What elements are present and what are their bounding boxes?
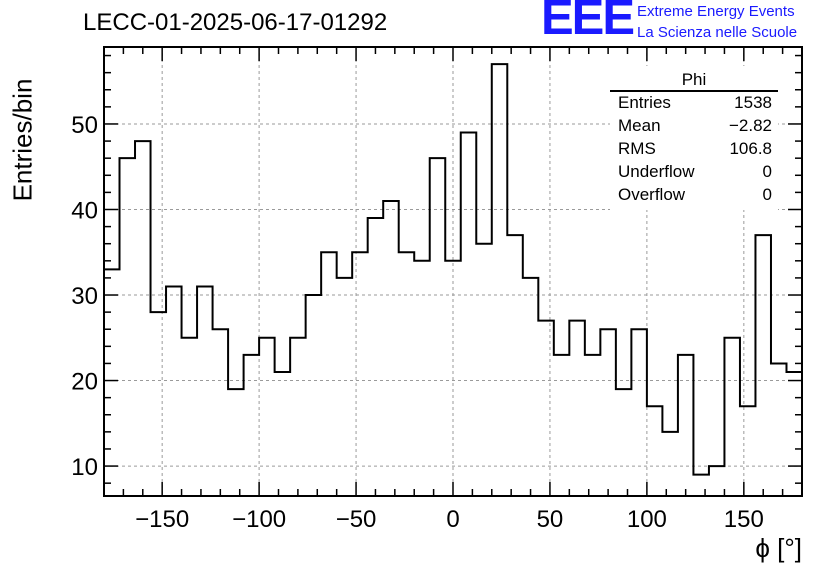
- stats-label: Entries: [618, 93, 671, 112]
- histogram-bin: [414, 261, 430, 496]
- stats-row-underflow: Underflow 0: [618, 162, 772, 185]
- y-tick-label: 50: [71, 112, 98, 139]
- histogram-bin: [740, 406, 756, 496]
- histogram-bin: [306, 295, 322, 496]
- histogram-bin: [321, 252, 337, 496]
- histogram-bin: [399, 252, 415, 496]
- stats-row-mean: Mean −2.82: [618, 116, 772, 139]
- stats-value: 106.8: [729, 139, 772, 158]
- y-tick-label: 20: [71, 369, 98, 396]
- histogram-line: [103, 63, 803, 496]
- histogram-bin: [259, 338, 275, 496]
- y-axis-label-container: Entries/bin: [5, 79, 41, 202]
- x-axis-label: ϕ [°]: [755, 533, 802, 563]
- histogram-bin: [554, 355, 570, 496]
- histogram-bin: [197, 286, 213, 496]
- y-tick-label: 10: [71, 454, 98, 481]
- histogram-bin: [693, 475, 709, 496]
- histogram-bin: [724, 338, 740, 496]
- stats-row-rms: RMS 106.8: [618, 139, 772, 162]
- histogram-bin: [631, 329, 647, 496]
- histogram-bin: [709, 466, 725, 496]
- histogram-bin: [228, 389, 244, 496]
- histogram-bin: [120, 158, 136, 496]
- histogram-bin: [600, 329, 616, 496]
- logo-subtitle-1: Extreme Energy Events: [637, 3, 795, 20]
- histogram-bin: [337, 278, 353, 496]
- stats-label: Overflow: [618, 185, 686, 204]
- histogram-bin: [166, 286, 182, 496]
- chart-title: LECC-01-2025-06-17-01292: [83, 9, 388, 36]
- x-tick-label: −100: [232, 506, 286, 533]
- histogram-bin: [523, 278, 539, 496]
- histogram-bin: [368, 218, 384, 496]
- stats-value: −2.82: [728, 116, 772, 135]
- stats-label: Mean: [618, 116, 661, 135]
- histogram-bin: [678, 355, 694, 496]
- x-tick-label: 150: [724, 506, 764, 533]
- histogram-bin: [507, 235, 523, 496]
- histogram-bin: [104, 269, 120, 496]
- histogram-bin: [662, 432, 678, 496]
- x-tick-label: 50: [537, 506, 564, 533]
- x-tick-label: 0: [446, 506, 459, 533]
- stats-row-entries: Entries 1538: [618, 93, 772, 116]
- histogram-bin: [151, 312, 167, 496]
- x-tick-label: 100: [627, 506, 667, 533]
- histogram-bin: [182, 338, 198, 496]
- histogram-bin: [569, 321, 585, 496]
- histogram-bin: [538, 321, 554, 496]
- histogram-bin: [771, 363, 787, 496]
- histogram-bin: [290, 338, 306, 496]
- logo-subtitle-2: La Scienza nelle Scuole: [637, 24, 798, 41]
- stats-value: 0: [762, 185, 772, 204]
- stats-row-overflow: Overflow 0: [618, 185, 772, 208]
- histogram-bin: [275, 372, 291, 496]
- histogram-bin: [476, 244, 492, 496]
- stats-box: Phi Entries 1538 Mean −2.82 RMS 106.8 Un…: [610, 66, 778, 210]
- histogram-bin: [244, 355, 260, 496]
- histogram-bin: [430, 158, 446, 496]
- histogram-bin: [616, 389, 632, 496]
- y-tick-label: 30: [71, 283, 98, 310]
- stats-value: 0: [762, 162, 772, 181]
- histogram-bin: [445, 261, 461, 496]
- x-tick-label: −150: [135, 506, 189, 533]
- histogram-bin: [647, 406, 663, 496]
- stats-separator: [610, 90, 778, 92]
- histogram-bin: [383, 201, 399, 496]
- stats-label: RMS: [618, 139, 656, 158]
- histogram-bin: [135, 141, 151, 496]
- histogram-bin: [755, 235, 771, 496]
- histogram-bin: [492, 64, 508, 496]
- y-axis-label: Entries/bin: [7, 78, 38, 202]
- histogram-bin: [461, 133, 477, 496]
- eee-logo: EEE: [541, 0, 635, 45]
- stats-title: Phi: [681, 70, 707, 89]
- histogram-bin: [786, 372, 802, 496]
- stats-label: Underflow: [618, 162, 695, 181]
- stats-value: 1538: [734, 93, 772, 112]
- histogram-bin: [352, 252, 368, 496]
- x-tick-label: −50: [336, 506, 377, 533]
- histogram-bin: [585, 355, 601, 496]
- histogram-bin: [213, 329, 229, 496]
- y-tick-label: 40: [71, 197, 98, 224]
